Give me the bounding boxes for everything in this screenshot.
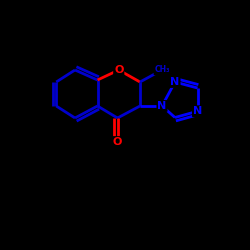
- Text: N: N: [170, 77, 179, 87]
- Text: CH₃: CH₃: [154, 66, 170, 74]
- Text: N: N: [193, 106, 202, 116]
- Text: N: N: [158, 101, 166, 111]
- Text: O: O: [114, 65, 124, 75]
- Text: O: O: [113, 137, 122, 147]
